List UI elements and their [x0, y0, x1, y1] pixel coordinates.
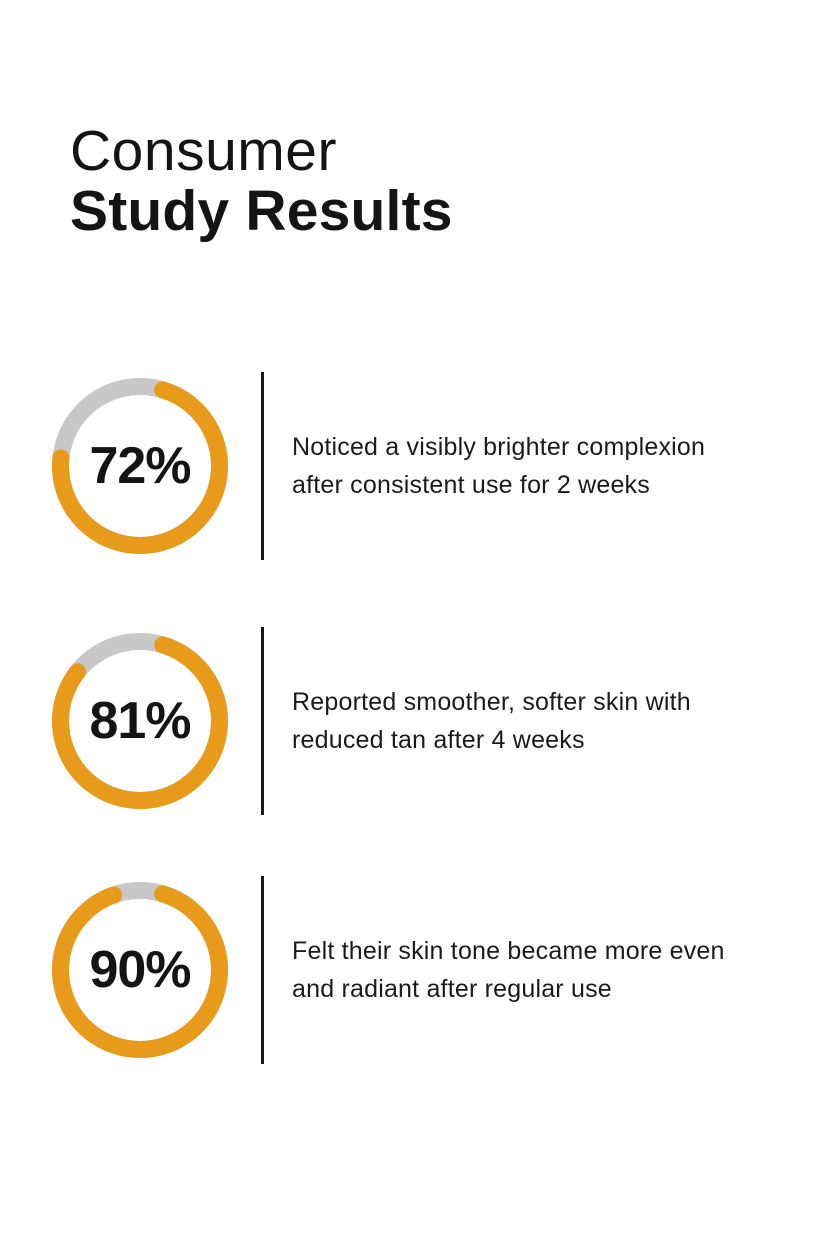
percent-label: 81% — [89, 692, 191, 750]
progress-ring: 81% — [52, 633, 228, 809]
vertical-divider — [261, 372, 264, 560]
result-description: Felt their skin tone became more even an… — [292, 932, 725, 1008]
result-description-line-2: and radiant after regular use — [292, 975, 612, 1003]
vertical-divider — [261, 876, 264, 1064]
page-title-line-2: Study Results — [70, 179, 453, 243]
progress-ring-svg — [52, 378, 228, 554]
percent-label: 72% — [89, 437, 191, 495]
vertical-divider — [261, 627, 264, 815]
progress-ring: 90% — [52, 882, 228, 1058]
ring-value-arc — [52, 633, 228, 809]
result-description-line-1: Noticed a visibly brighter complexion — [292, 433, 706, 461]
progress-ring: 72% — [52, 378, 228, 554]
percent-label: 90% — [89, 941, 191, 999]
result-description-line-1: Felt their skin tone became more even — [292, 937, 725, 965]
result-description: Reported smoother, softer skin with redu… — [292, 683, 691, 759]
result-row: 81% Reported smoother, softer skin with … — [52, 627, 691, 815]
ring-value-arc — [52, 378, 228, 554]
result-description-line-1: Reported smoother, softer skin with — [292, 688, 691, 716]
ring-value-arc — [52, 882, 228, 1058]
result-row: 72% Noticed a visibly brighter complexio… — [52, 372, 705, 560]
progress-ring-svg — [52, 633, 228, 809]
page-title-line-1: Consumer — [70, 119, 337, 183]
page-title: Consumer Study Results — [70, 121, 453, 241]
progress-ring-svg — [52, 882, 228, 1058]
result-description-line-2: reduced tan after 4 weeks — [292, 726, 585, 754]
result-description: Noticed a visibly brighter complexion af… — [292, 428, 705, 504]
result-description-line-2: after consistent use for 2 weeks — [292, 471, 650, 499]
result-row: 90% Felt their skin tone became more eve… — [52, 876, 725, 1064]
